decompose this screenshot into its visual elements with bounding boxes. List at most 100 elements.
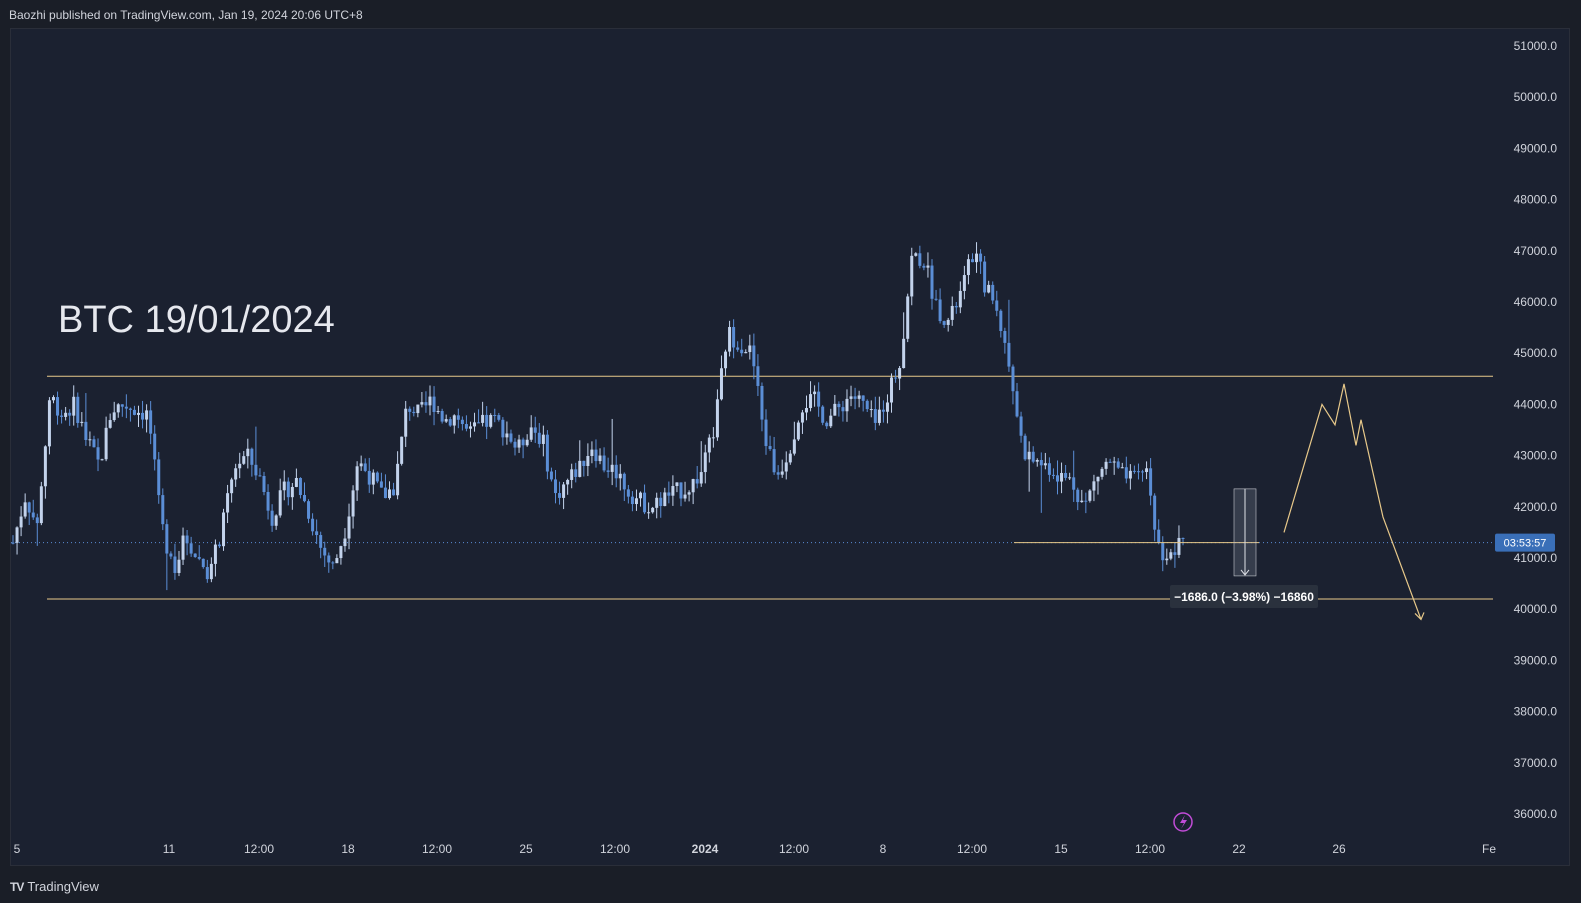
candle-body: [363, 463, 367, 471]
candle-body: [606, 470, 610, 472]
candle-body: [205, 567, 209, 580]
candle-body: [885, 402, 889, 412]
candle-body: [84, 421, 88, 440]
candle-body: [80, 421, 84, 423]
candle-body: [906, 296, 910, 339]
candle-body: [618, 473, 622, 479]
candle-body: [881, 409, 885, 412]
candle-body: [35, 517, 39, 524]
candle-body: [849, 396, 853, 399]
candle-body: [298, 477, 302, 496]
candle-body: [764, 419, 768, 447]
candle-body: [898, 368, 902, 379]
candle-body: [821, 406, 825, 423]
candle-body: [355, 466, 359, 491]
y-tick-label: 37000.0: [1514, 756, 1558, 770]
x-tick-label: 2024: [692, 842, 719, 856]
candle-body: [845, 398, 849, 412]
candle-body: [533, 427, 537, 433]
candle-body: [1177, 537, 1181, 555]
candle-body: [902, 338, 906, 369]
candle-body: [942, 321, 946, 325]
projection-path: [1283, 383, 1422, 620]
candle-body: [379, 481, 383, 488]
candle-body: [647, 512, 651, 514]
x-tick-label: 8: [880, 842, 887, 856]
candle-body: [266, 492, 270, 511]
candle-body: [687, 492, 691, 495]
candle-body: [651, 507, 655, 513]
candle-body: [448, 419, 452, 426]
candle-body: [193, 553, 197, 558]
candle-body: [541, 434, 545, 444]
x-tick-label: 18: [341, 842, 355, 856]
candle-body: [1076, 489, 1080, 503]
x-tick-label: Fe: [1482, 842, 1496, 856]
candle-body: [1169, 552, 1173, 559]
candle-body: [582, 460, 586, 466]
candle-body: [222, 512, 226, 547]
chart-title: BTC 19/01/2024: [58, 299, 335, 341]
candle-body: [966, 259, 970, 276]
candle-body: [493, 415, 497, 417]
measure-label-bg: [1170, 585, 1318, 608]
candle-body: [408, 408, 412, 412]
candle-body: [226, 493, 230, 513]
candle-body: [323, 547, 327, 556]
candle-body: [1165, 558, 1169, 561]
candle-body: [201, 558, 205, 568]
candle-body: [525, 439, 529, 446]
candle-body: [335, 558, 339, 564]
candle-body: [124, 406, 128, 409]
y-tick-label: 49000.0: [1514, 141, 1558, 155]
candle-body: [456, 415, 460, 420]
candle-body: [315, 531, 319, 536]
candle-body: [319, 535, 323, 548]
y-tick-label: 42000.0: [1514, 500, 1558, 514]
candle-body: [209, 563, 213, 580]
candle-body: [699, 472, 703, 484]
candle-body: [197, 557, 201, 559]
tradingview-logo[interactable]: TV TradingView: [10, 879, 99, 894]
candle-body: [19, 516, 23, 528]
candle-body: [72, 396, 76, 416]
candle-body: [979, 253, 983, 262]
candle-body: [282, 481, 286, 491]
candle-body: [566, 479, 570, 485]
candle-body: [141, 412, 145, 420]
candle-body: [914, 253, 918, 256]
candle-body: [412, 411, 416, 414]
candle-body: [1092, 481, 1096, 491]
candle-body: [1072, 477, 1076, 490]
candle-body: [1136, 471, 1140, 473]
candle-body: [436, 410, 440, 412]
candle-body: [804, 408, 808, 413]
candle-body: [485, 414, 489, 427]
candle-body: [1064, 472, 1068, 478]
chart-frame[interactable]: 51000.0 50000.0 49000.0 48000.0 47000.0 46000…: [10, 28, 1570, 866]
price-chart[interactable]: 51000.0 50000.0 49000.0 48000.0 47000.0 46000…: [11, 29, 1569, 865]
candle-body: [1161, 542, 1165, 561]
candle-body: [460, 419, 464, 425]
candle-body: [307, 501, 311, 519]
candle-body: [477, 422, 481, 424]
candle-body: [715, 399, 719, 438]
candle-body: [217, 544, 221, 547]
candle-body: [27, 502, 31, 513]
y-tick-label: 48000.0: [1514, 193, 1558, 207]
candle-body: [768, 446, 772, 450]
candle-body: [383, 487, 387, 499]
candle-body: [1043, 463, 1047, 466]
candle-body: [473, 422, 477, 427]
candle-body: [521, 439, 525, 446]
candle-body: [1003, 331, 1007, 343]
candle-body: [549, 471, 553, 480]
lightning-icon: [1173, 812, 1193, 832]
candle-body: [691, 479, 695, 493]
candle-body: [452, 415, 456, 426]
candle-body: [958, 290, 962, 308]
candle-body: [1039, 460, 1043, 466]
candle-body: [1019, 416, 1023, 436]
candle-body: [177, 559, 181, 573]
candle-body: [100, 459, 104, 461]
